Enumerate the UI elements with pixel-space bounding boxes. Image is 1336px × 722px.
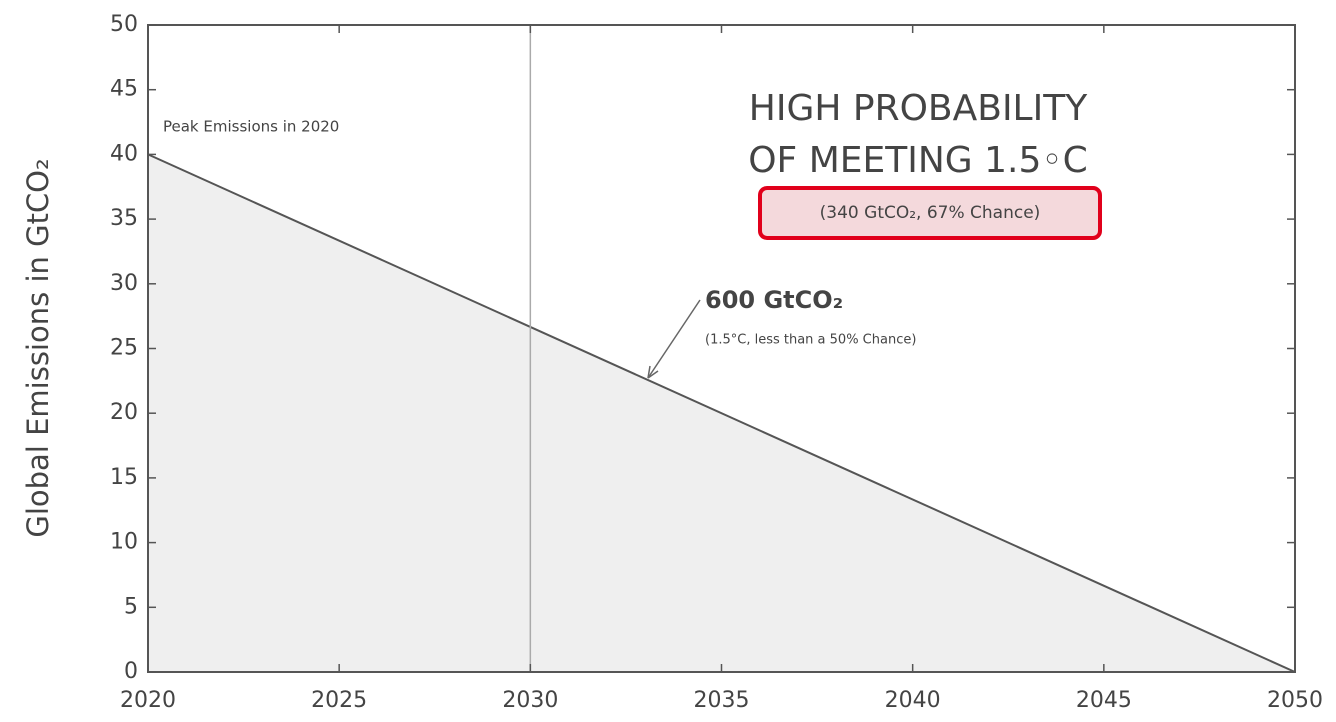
x-tick-label: 2030: [502, 688, 558, 713]
x-tick-label: 2040: [885, 688, 941, 713]
annotation: OF MEETING 1.5◦C: [748, 140, 1088, 181]
x-tick-label: 2020: [120, 688, 176, 713]
annotation-arrow: [647, 299, 701, 379]
y-tick-label: 45: [110, 77, 138, 102]
y-tick-label: 0: [124, 659, 138, 684]
line: [147, 153, 1296, 673]
annotation: HIGH PROBABILITY: [749, 88, 1088, 129]
x-tick-label: 2045: [1076, 688, 1132, 713]
annotation: 600 GtCO₂: [705, 286, 843, 314]
x-tick-label: 2025: [311, 688, 367, 713]
y-tick-label: 50: [110, 12, 138, 37]
y-tick-label: 40: [110, 141, 138, 166]
y-axis-label: Global Emissions in GtCO₂: [21, 158, 55, 537]
y-tick-label: 10: [110, 530, 138, 555]
y-tick-label: 30: [110, 271, 138, 296]
x-tick-label: 2035: [694, 688, 750, 713]
y-tick-label: 35: [110, 206, 138, 231]
annotation: (340 GtCO₂, 67% Chance): [820, 203, 1041, 223]
y-tick-label: 5: [124, 594, 138, 619]
annotation: Peak Emissions in 2020: [163, 118, 339, 136]
y-tick-label: 20: [110, 400, 138, 425]
y-tick-label: 25: [110, 336, 138, 361]
highlight-box: [758, 186, 1102, 240]
x-tick-label: 2050: [1267, 688, 1323, 713]
annotation-arrowhead: [647, 365, 659, 379]
annotation: (1.5°C, less than a 50% Chance): [705, 333, 916, 348]
y-tick-label: 15: [110, 465, 138, 490]
